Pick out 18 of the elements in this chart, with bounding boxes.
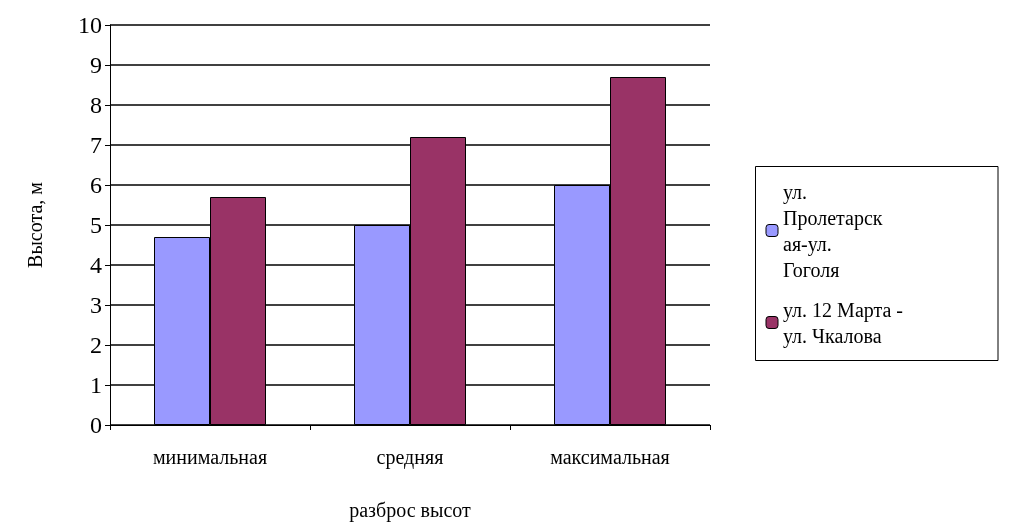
y-tick-label: 2 — [90, 332, 102, 358]
legend-label: ул. Пролетарская-ул. Гоголя — [783, 180, 883, 281]
y-tick-label: 9 — [90, 52, 102, 78]
y-tick-label: 10 — [78, 12, 102, 38]
x-tick-label: средняя — [376, 446, 444, 469]
y-tick-label: 5 — [90, 212, 102, 238]
y-tick-label: 0 — [90, 412, 102, 438]
y-tick-label: 4 — [90, 252, 102, 278]
x-tick-label: максимальная — [550, 446, 670, 468]
y-tick-label: 8 — [90, 92, 102, 118]
x-axis-title: разброс высот — [349, 499, 472, 522]
y-tick-label: 6 — [90, 172, 102, 198]
x-tick-label: минимальная — [152, 446, 268, 468]
legend-label: ул. 12 Марта - ул. Чкалова — [783, 298, 909, 348]
y-axis-title: Высота, м — [24, 181, 46, 268]
y-tick-label: 3 — [90, 292, 102, 318]
y-tick-label: 7 — [90, 132, 102, 158]
y-tick-label: 1 — [90, 372, 102, 398]
